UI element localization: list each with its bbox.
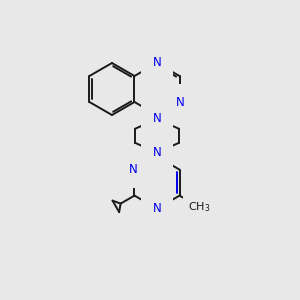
Text: N: N <box>153 112 161 125</box>
Text: N: N <box>129 163 138 176</box>
Text: N: N <box>153 56 161 70</box>
Text: N: N <box>176 95 185 109</box>
Text: CH$_3$: CH$_3$ <box>188 200 211 214</box>
Text: N: N <box>153 146 161 159</box>
Text: N: N <box>153 202 161 215</box>
